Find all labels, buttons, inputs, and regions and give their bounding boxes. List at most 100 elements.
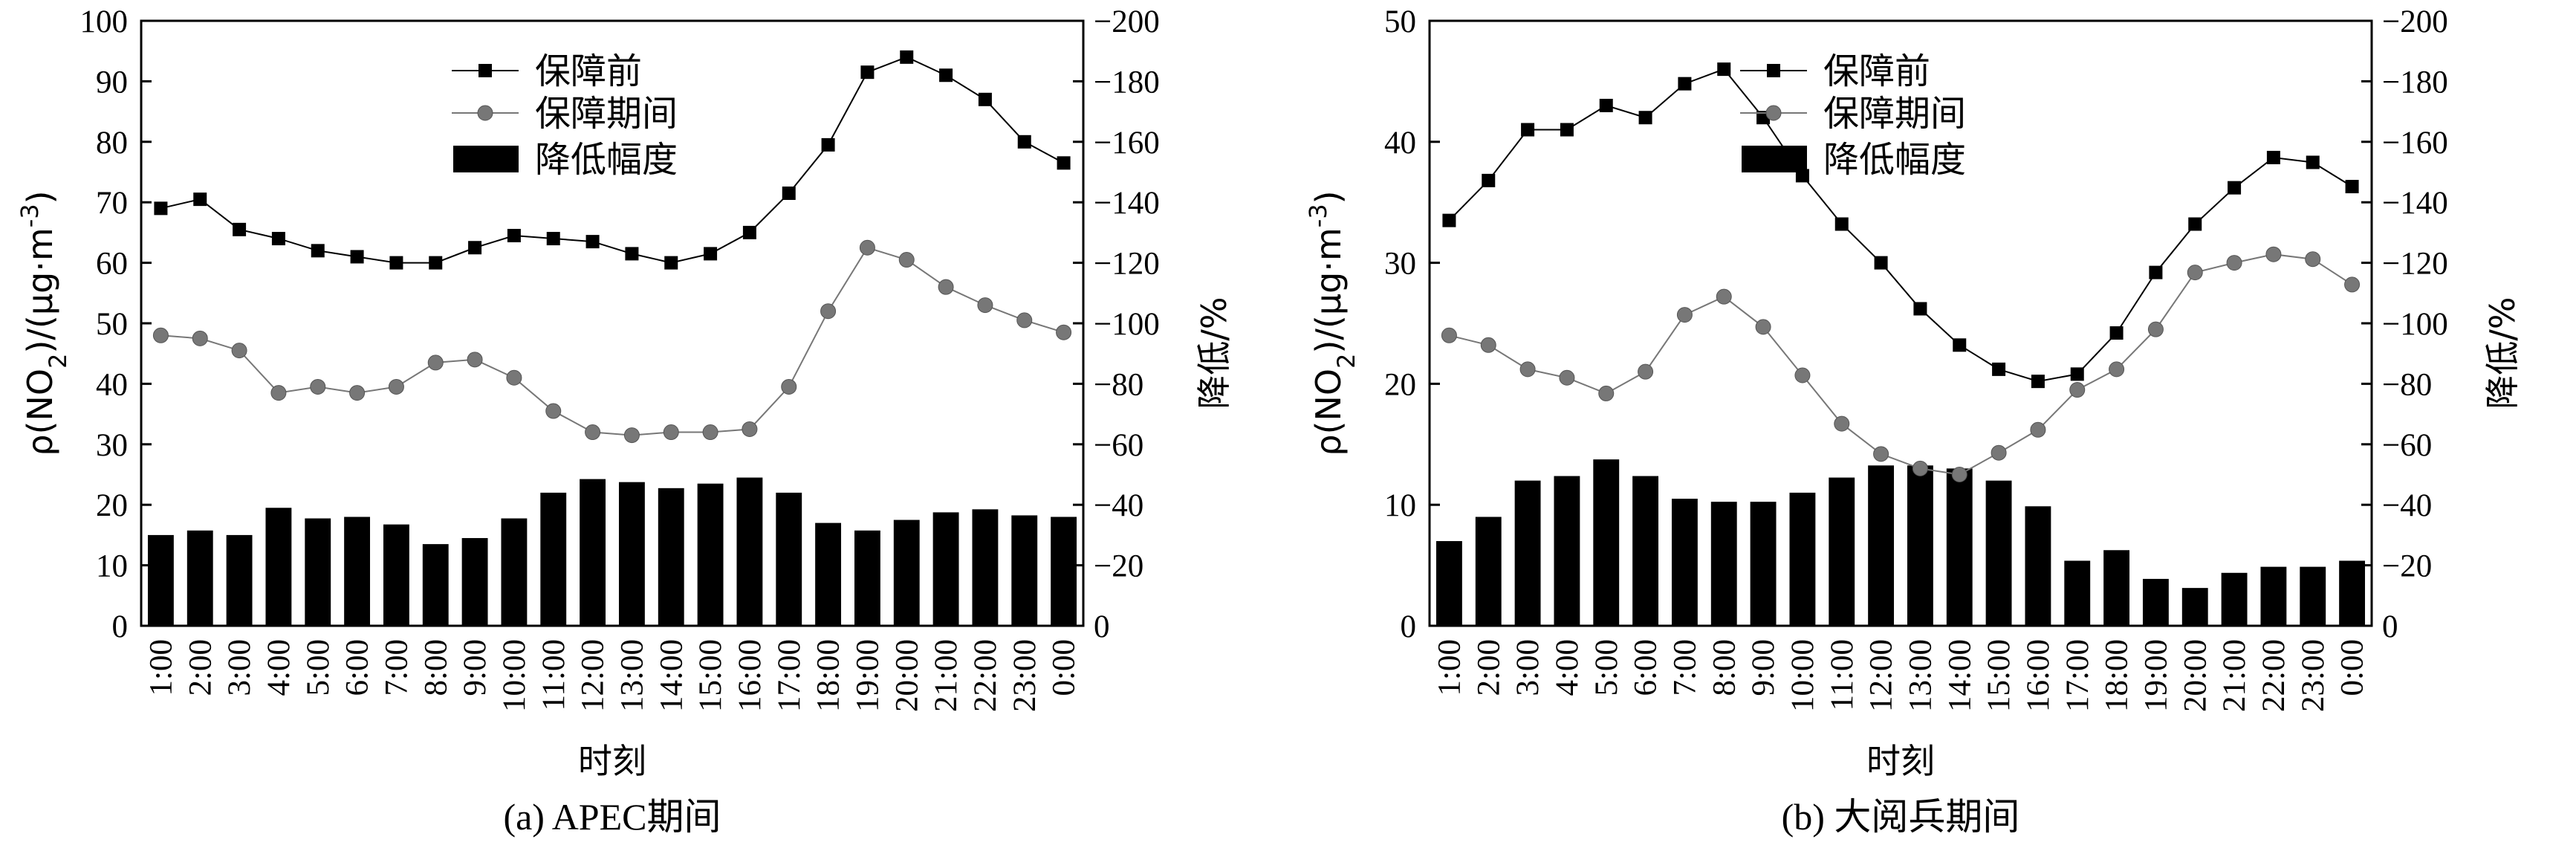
chart-a-x-tick-label: 2:00 bbox=[183, 639, 218, 696]
chart-a-y2-axis-title: 降低/% bbox=[1194, 297, 1234, 409]
chart-b-x-tick-label: 23:00 bbox=[2296, 639, 2331, 712]
chart-a-x-tick-label: 7:00 bbox=[379, 639, 414, 696]
chart-a-point bbox=[270, 385, 287, 401]
chart-b-point bbox=[2228, 181, 2242, 195]
chart-b-point bbox=[1676, 307, 1693, 323]
chart-a-point bbox=[898, 252, 915, 268]
chart-b-bar bbox=[2300, 566, 2326, 626]
chart-a-point bbox=[820, 303, 837, 320]
chart-b-point bbox=[1519, 361, 1536, 378]
chart-a-point bbox=[821, 137, 835, 152]
chart-b-point bbox=[1441, 327, 1457, 343]
chart-b-x-tick-label: 3:00 bbox=[1511, 639, 1545, 696]
chart-a-point bbox=[1016, 312, 1033, 328]
chart-a-left-tick-label: 40 bbox=[96, 367, 128, 402]
chart-a-bar bbox=[972, 509, 999, 626]
chart-b-bar bbox=[2339, 560, 2366, 626]
chart-b-point bbox=[1559, 369, 1575, 386]
chart-b-bar bbox=[1435, 541, 1462, 626]
chart-a-point bbox=[192, 330, 208, 346]
chart-a-legend-circle-marker bbox=[477, 105, 493, 121]
chart-b-point bbox=[2147, 321, 2164, 337]
chart-a-left-tick-label: 20 bbox=[96, 488, 128, 523]
chart-b-right-tick-label: −40 bbox=[2382, 488, 2432, 523]
chart-b-point bbox=[2187, 265, 2203, 281]
chart-b-bar bbox=[1907, 465, 1933, 626]
chart-b-caption: (b) 大阅兵期间 bbox=[1782, 796, 2020, 838]
chart-b-x-tick-label: 18:00 bbox=[2100, 639, 2135, 712]
chart-b-bar bbox=[1475, 517, 1502, 626]
chart-a-point bbox=[350, 250, 364, 264]
chart-a-right-tick-label: −140 bbox=[1094, 186, 1160, 221]
chart-a-x-axis-title: 时刻 bbox=[578, 741, 646, 781]
chart-a-bar bbox=[344, 517, 371, 626]
chart-b-point bbox=[2031, 375, 2045, 389]
chart-b-point bbox=[1482, 173, 1496, 187]
chart-b-point bbox=[1480, 337, 1496, 353]
chart-b-point bbox=[1638, 363, 1654, 380]
chart-b-point bbox=[2030, 421, 2046, 438]
chart-b-point bbox=[2109, 361, 2125, 378]
chart-b-point bbox=[2188, 217, 2202, 231]
chart-b-x-tick-label: 6:00 bbox=[1629, 639, 1664, 696]
chart-a-point bbox=[781, 378, 797, 395]
chart-a-point bbox=[388, 378, 404, 395]
chart-a-point bbox=[427, 355, 444, 371]
chart-a-left-tick-label: 60 bbox=[96, 247, 128, 282]
chart-a-bar bbox=[265, 508, 292, 626]
chart-a-x-tick-label: 11:00 bbox=[536, 639, 571, 711]
chart-b-point bbox=[2069, 382, 2086, 398]
chart-a-x-tick-label: 8:00 bbox=[418, 639, 453, 696]
chart-a-bar bbox=[1011, 515, 1038, 626]
chart-b-x-tick-label: 4:00 bbox=[1550, 639, 1585, 696]
chart-b-point bbox=[1755, 319, 1771, 335]
chart-b-point bbox=[1521, 123, 1535, 137]
chart-a-right-tick-label: 0 bbox=[1094, 609, 1110, 644]
chart-a-point bbox=[271, 232, 285, 246]
chart-a-legend-label-before: 保障前 bbox=[535, 51, 642, 92]
chart-a-bar bbox=[776, 492, 802, 626]
chart-a-point bbox=[152, 327, 169, 343]
chart-b-left-tick-label: 10 bbox=[1384, 488, 1416, 523]
chart-a-bar bbox=[618, 482, 645, 626]
chart-b-right-tick-label: −160 bbox=[2382, 126, 2448, 161]
chart-a-point bbox=[311, 244, 325, 258]
chart-a-point bbox=[310, 378, 326, 395]
chart-b-left-tick-label: 30 bbox=[1384, 247, 1416, 282]
chart-a-point bbox=[193, 192, 207, 207]
chart-b-bar bbox=[1632, 476, 1659, 626]
chart-panel-a: 0 10 20 30 40 50 60 70 80 90 100 0 −20 −40 −60 −80 −100 −… bbox=[16, 4, 1234, 838]
chart-b-x-tick-label: 9:00 bbox=[1746, 639, 1781, 696]
chart-b-point bbox=[1873, 446, 1889, 462]
chart-a-x-tick-label: 19:00 bbox=[850, 639, 885, 712]
chart-a-legend-square-marker bbox=[478, 64, 492, 77]
chart-b-point bbox=[1716, 288, 1732, 305]
chart-b-right-tick-label: −100 bbox=[2382, 307, 2448, 342]
chart-b-bar bbox=[1750, 502, 1777, 626]
chart-a-bar bbox=[461, 537, 488, 626]
chart-a-x-tick-label: 0:00 bbox=[1047, 639, 1082, 696]
chart-b-left-tick-label: 40 bbox=[1384, 126, 1416, 161]
chart-a-bar bbox=[186, 530, 213, 626]
chart-b-point bbox=[1442, 213, 1456, 227]
chart-b-point bbox=[1717, 62, 1731, 77]
chart-b-x-tick-label: 12:00 bbox=[1864, 639, 1899, 712]
chart-a-bar bbox=[226, 534, 253, 626]
chart-a-x-tick-label: 3:00 bbox=[222, 639, 257, 696]
chart-b-point bbox=[1992, 362, 2006, 376]
chart-b-right-tick-label: 0 bbox=[2382, 609, 2398, 644]
chart-b-point bbox=[1874, 256, 1888, 270]
chart-b-bar bbox=[1789, 492, 1816, 626]
chart-b-x-tick-label: 17:00 bbox=[2060, 639, 2095, 712]
chart-b-point bbox=[1678, 77, 1692, 91]
chart-b-point bbox=[2226, 255, 2242, 271]
chart-a-x-tick-label: 22:00 bbox=[968, 639, 1003, 712]
chart-b-bar bbox=[2025, 506, 2051, 626]
chart-a-left-tick-label: 80 bbox=[96, 126, 128, 161]
chart-b-x-tick-label: 11:00 bbox=[1825, 639, 1860, 711]
chart-a-point bbox=[389, 256, 403, 270]
chart-a-point bbox=[859, 239, 875, 256]
chart-b-bar bbox=[2260, 566, 2287, 626]
chart-b-left-tick-label: 0 bbox=[1401, 609, 1417, 644]
chart-a-svg: 0 10 20 30 40 50 60 70 80 90 100 0 −20 −40 −60 −80 −100 −… bbox=[16, 4, 1234, 838]
